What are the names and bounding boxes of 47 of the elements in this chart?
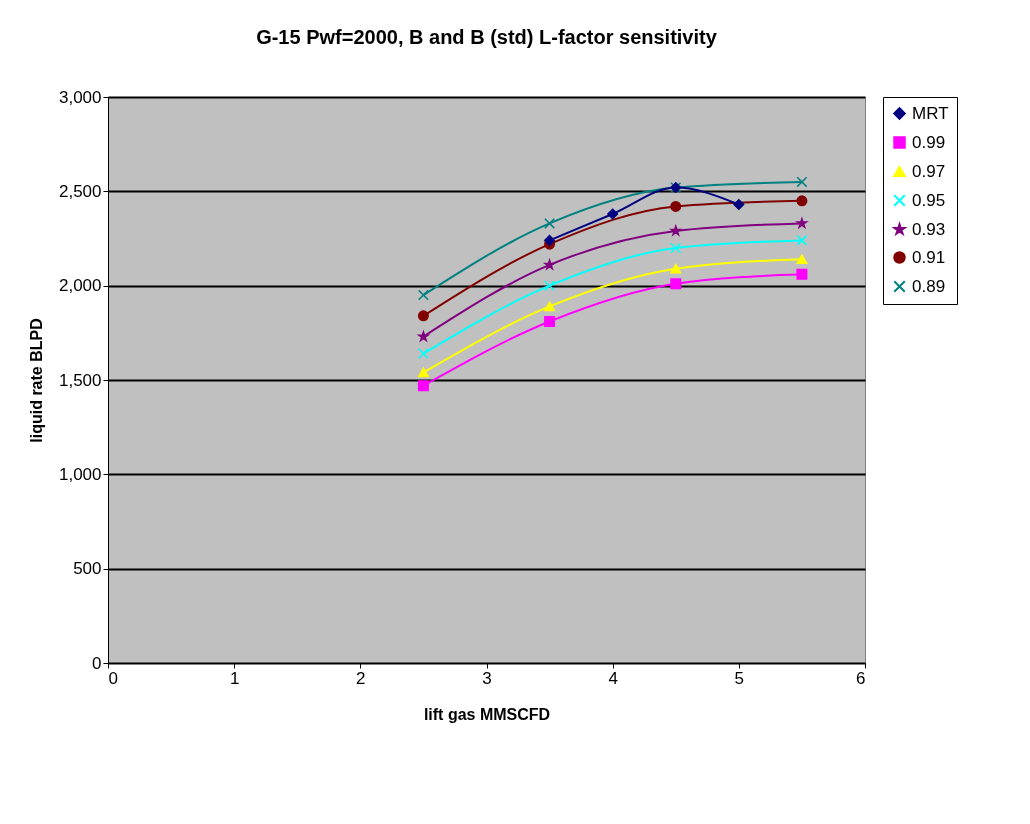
legend-label: MRT bbox=[912, 103, 949, 123]
point bbox=[670, 263, 682, 274]
point bbox=[417, 380, 429, 392]
y-tick-label: 500 bbox=[73, 559, 102, 579]
point bbox=[670, 278, 682, 290]
point bbox=[417, 289, 429, 301]
point bbox=[796, 195, 808, 207]
point bbox=[796, 234, 808, 246]
y-axis-title: liquid rate BLPD bbox=[27, 318, 45, 443]
legend-label: 0.89 bbox=[912, 276, 946, 296]
point bbox=[796, 254, 808, 265]
legend-label: 0.91 bbox=[912, 247, 946, 267]
point bbox=[544, 280, 556, 292]
x-tick-label: 5 bbox=[734, 668, 745, 688]
x-tick-label: 1 bbox=[229, 668, 240, 688]
point bbox=[796, 176, 808, 188]
point bbox=[670, 200, 682, 212]
legend-label: 0.97 bbox=[912, 161, 946, 181]
point bbox=[670, 242, 682, 254]
x-tick-label: 0 bbox=[108, 668, 118, 688]
point bbox=[544, 234, 556, 246]
legend-label: 0.95 bbox=[912, 190, 946, 210]
point bbox=[417, 348, 429, 360]
x-tick-label: 6 bbox=[856, 668, 866, 688]
point bbox=[544, 217, 556, 229]
legend-label: 0.99 bbox=[912, 132, 946, 152]
point bbox=[544, 301, 556, 312]
y-tick-label: 2,000 bbox=[58, 276, 102, 296]
chart-title: G-15 Pwf=2000, B and B (std) L-factor sensitivity bbox=[256, 26, 718, 48]
point bbox=[670, 225, 682, 236]
legend-label: 0.93 bbox=[912, 219, 946, 239]
y-tick-label: 2,500 bbox=[58, 181, 102, 201]
x-tick-label: 2 bbox=[356, 668, 366, 688]
point bbox=[607, 208, 619, 220]
point bbox=[733, 199, 745, 211]
point bbox=[796, 268, 808, 280]
y-tick-label: 3,000 bbox=[58, 87, 102, 107]
y-tick-label: 0 bbox=[92, 653, 102, 673]
point bbox=[417, 367, 429, 378]
y-tick-label: 1,500 bbox=[58, 370, 102, 390]
x-tick-label: 3 bbox=[482, 668, 492, 688]
point bbox=[544, 259, 555, 270]
point bbox=[544, 316, 556, 328]
point bbox=[417, 310, 429, 322]
x-tick-label: 4 bbox=[608, 668, 618, 688]
y-tick-label: 1,000 bbox=[58, 464, 102, 484]
x-axis-title: lift gas MMSCFD bbox=[423, 705, 551, 723]
